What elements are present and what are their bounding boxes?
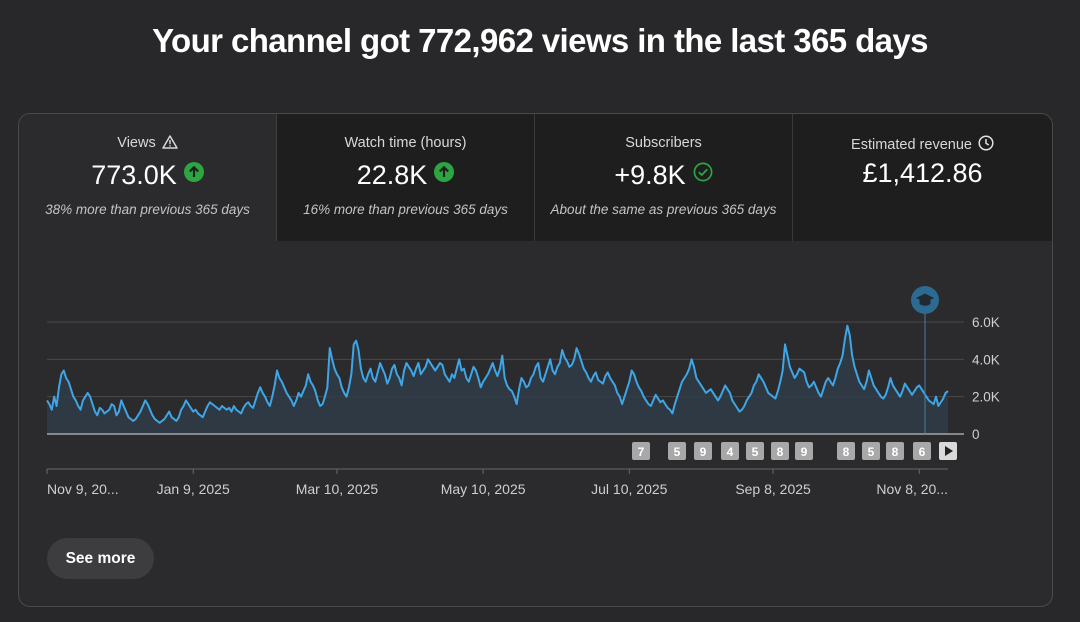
see-more-button[interactable]: See more xyxy=(47,538,154,579)
milestone-marker[interactable] xyxy=(911,286,939,434)
annotation-marker-box xyxy=(886,442,904,460)
metric-title: Watch time (hours) xyxy=(344,135,467,151)
chart-area-fill xyxy=(47,325,948,434)
x-tick-label: May 10, 2025 xyxy=(441,481,526,497)
metric-value: 22.8K xyxy=(277,158,534,191)
x-tick-label: Nov 9, 20... xyxy=(47,481,119,497)
metric-value-text: 773.0K xyxy=(91,160,177,190)
annotation-marker-label: 4 xyxy=(727,445,734,459)
annotation-marker-label: 8 xyxy=(892,445,899,459)
metric-value: 773.0K xyxy=(19,158,276,191)
metric-title: Subscribers xyxy=(625,135,702,151)
metric-value-text: +9.8K xyxy=(614,160,686,190)
annotation-marker-label: 9 xyxy=(700,445,707,459)
y-tick-label: 2.0K xyxy=(972,390,1000,405)
annotation-marker-label: 5 xyxy=(674,445,681,459)
arrow-up-circle-icon xyxy=(434,158,455,189)
y-tick-label: 0 xyxy=(972,427,980,442)
annotation-marker[interactable]: 4 xyxy=(721,442,739,460)
annotation-marker[interactable]: 9 xyxy=(795,442,813,460)
annotation-marker-box xyxy=(771,442,789,460)
warning-icon[interactable] xyxy=(161,135,178,153)
x-axis-ticks: Nov 9, 20... Jan 9, 2025 Mar 10, 2025 May 1… xyxy=(46,469,948,497)
metric-tab-watch-time[interactable]: Watch time (hours) 22.8K 16% more than p… xyxy=(277,114,535,241)
annotation-marker-label: 9 xyxy=(801,445,808,459)
annotation-marker[interactable]: 8 xyxy=(771,442,789,460)
annotation-marker-box xyxy=(862,442,880,460)
overview-card: Views 773.0K 38% more than previous 365 … xyxy=(18,113,1053,607)
y-tick-label: 6.0K xyxy=(972,315,1000,330)
annotation-markers: 7 5 9 4 5 8 9 8 5 8 6 xyxy=(632,442,931,460)
metric-title-text: Estimated revenue xyxy=(851,137,972,153)
next-annotations-button[interactable] xyxy=(939,442,957,460)
annotation-marker-label: 5 xyxy=(868,445,875,459)
annotation-marker[interactable]: 8 xyxy=(837,442,855,460)
play-icon xyxy=(945,446,953,456)
annotation-marker-box xyxy=(746,442,764,460)
metric-subtext: About the same as previous 365 days xyxy=(550,202,777,217)
annotation-marker-label: 6 xyxy=(919,445,926,459)
x-tick-label: Nov 8, 20... xyxy=(876,481,948,497)
arrow-up-circle-icon xyxy=(183,158,204,189)
metric-title: Views xyxy=(19,135,276,153)
y-tick-label: 4.0K xyxy=(972,352,1000,367)
metric-value-text: 22.8K xyxy=(356,160,428,190)
check-circle-icon xyxy=(693,158,713,189)
y-axis-ticks: 6.0K 4.0K 2.0K 0 xyxy=(972,315,1000,442)
metric-title: Estimated revenue xyxy=(793,135,1052,155)
annotation-marker[interactable]: 5 xyxy=(862,442,880,460)
annotation-marker-box xyxy=(721,442,739,460)
chart-line-series xyxy=(46,324,949,424)
metric-value: +9.8K xyxy=(535,158,792,191)
metric-tab-revenue[interactable]: Estimated revenue £1,412.86 xyxy=(793,114,1052,241)
x-tick-label: Sep 8, 2025 xyxy=(735,481,811,497)
annotation-marker-box xyxy=(795,442,813,460)
annotation-marker-box xyxy=(668,442,686,460)
metric-title-text: Views xyxy=(117,135,156,151)
x-tick-label: Mar 10, 2025 xyxy=(296,481,379,497)
metric-tab-subscribers[interactable]: Subscribers +9.8K About the same as prev… xyxy=(535,114,793,241)
views-chart[interactable]: 6.0K 4.0K 2.0K 0 7 5 9 4 5 8 9 8 5 8 6 Nov 9, 20... Ja… xyxy=(19,114,1052,514)
annotation-marker[interactable]: 7 xyxy=(632,442,650,460)
clock-icon[interactable] xyxy=(978,135,994,155)
annotation-marker-box xyxy=(632,442,650,460)
metric-tabs: Views 773.0K 38% more than previous 365 … xyxy=(19,114,1052,241)
annotation-marker[interactable]: 9 xyxy=(694,442,712,460)
annotation-marker-label: 8 xyxy=(843,445,850,459)
headline: Your channel got 772,962 views in the la… xyxy=(152,22,928,59)
annotation-marker-box xyxy=(837,442,855,460)
metric-tab-views[interactable]: Views 773.0K 38% more than previous 365 … xyxy=(19,114,277,241)
annotation-marker-label: 7 xyxy=(638,445,645,459)
annotation-marker[interactable]: 8 xyxy=(886,442,904,460)
annotation-marker-label: 8 xyxy=(777,445,784,459)
x-tick-label: Jan 9, 2025 xyxy=(157,481,230,497)
annotation-marker[interactable]: 5 xyxy=(746,442,764,460)
annotation-marker-label: 5 xyxy=(752,445,759,459)
annotation-marker[interactable]: 6 xyxy=(913,442,931,460)
metric-subtext: 38% more than previous 365 days xyxy=(45,202,250,217)
metric-subtext: 16% more than previous 365 days xyxy=(303,202,508,217)
graduation-cap-icon xyxy=(916,293,934,306)
x-tick-label: Jul 10, 2025 xyxy=(591,481,667,497)
annotation-marker[interactable]: 5 xyxy=(668,442,686,460)
metric-value: £1,412.86 xyxy=(862,158,983,188)
annotation-marker-box xyxy=(694,442,712,460)
annotation-marker-box xyxy=(913,442,931,460)
